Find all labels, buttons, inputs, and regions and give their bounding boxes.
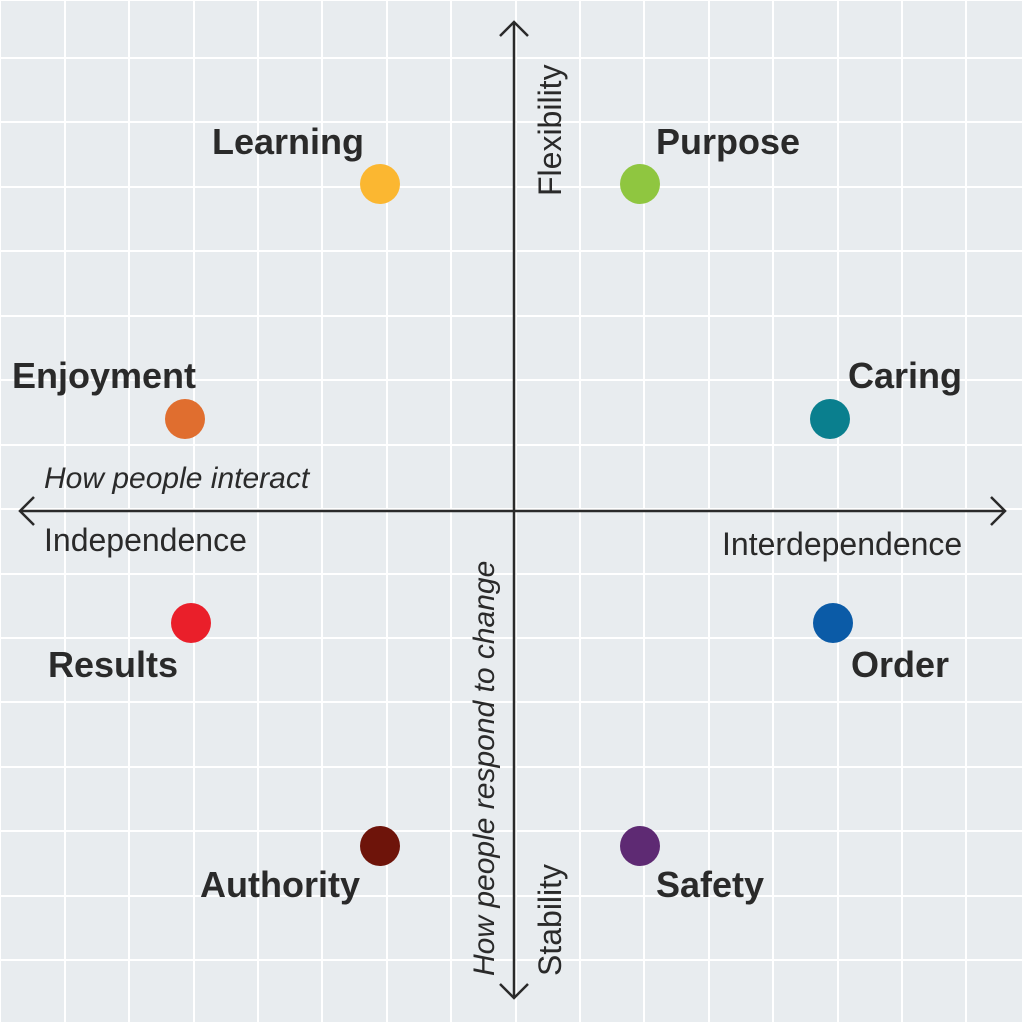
caring-label: Caring (848, 355, 963, 396)
learning-dot (360, 164, 400, 204)
vertical-axis-title: How people respond to change (468, 560, 501, 976)
authority-dot (360, 826, 400, 866)
flexibility-label: Flexibility (532, 64, 568, 196)
safety-label: Safety (656, 864, 765, 905)
up-arrow-icon (499, 20, 529, 37)
independence-label: Independence (44, 522, 247, 558)
results-label: Results (48, 644, 179, 685)
purpose-dot (620, 164, 660, 204)
purpose-label: Purpose (656, 121, 801, 162)
axes (18, 20, 1007, 1000)
interdependence-label: Interdependence (722, 526, 963, 562)
stability-label: Stability (532, 863, 568, 976)
enjoyment-label: Enjoyment (12, 355, 197, 396)
order-label: Order (851, 644, 950, 685)
right-arrow-icon (990, 496, 1007, 526)
results-dot (171, 603, 211, 643)
horizontal-axis-title: How people interact (44, 462, 310, 495)
safety-dot (620, 826, 660, 866)
left-arrow-icon (18, 496, 35, 526)
down-arrow-icon (499, 983, 529, 1000)
caring-dot (810, 399, 850, 439)
authority-label: Authority (200, 864, 360, 905)
learning-label: Learning (212, 121, 365, 162)
enjoyment-dot (165, 399, 205, 439)
order-dot (813, 603, 853, 643)
